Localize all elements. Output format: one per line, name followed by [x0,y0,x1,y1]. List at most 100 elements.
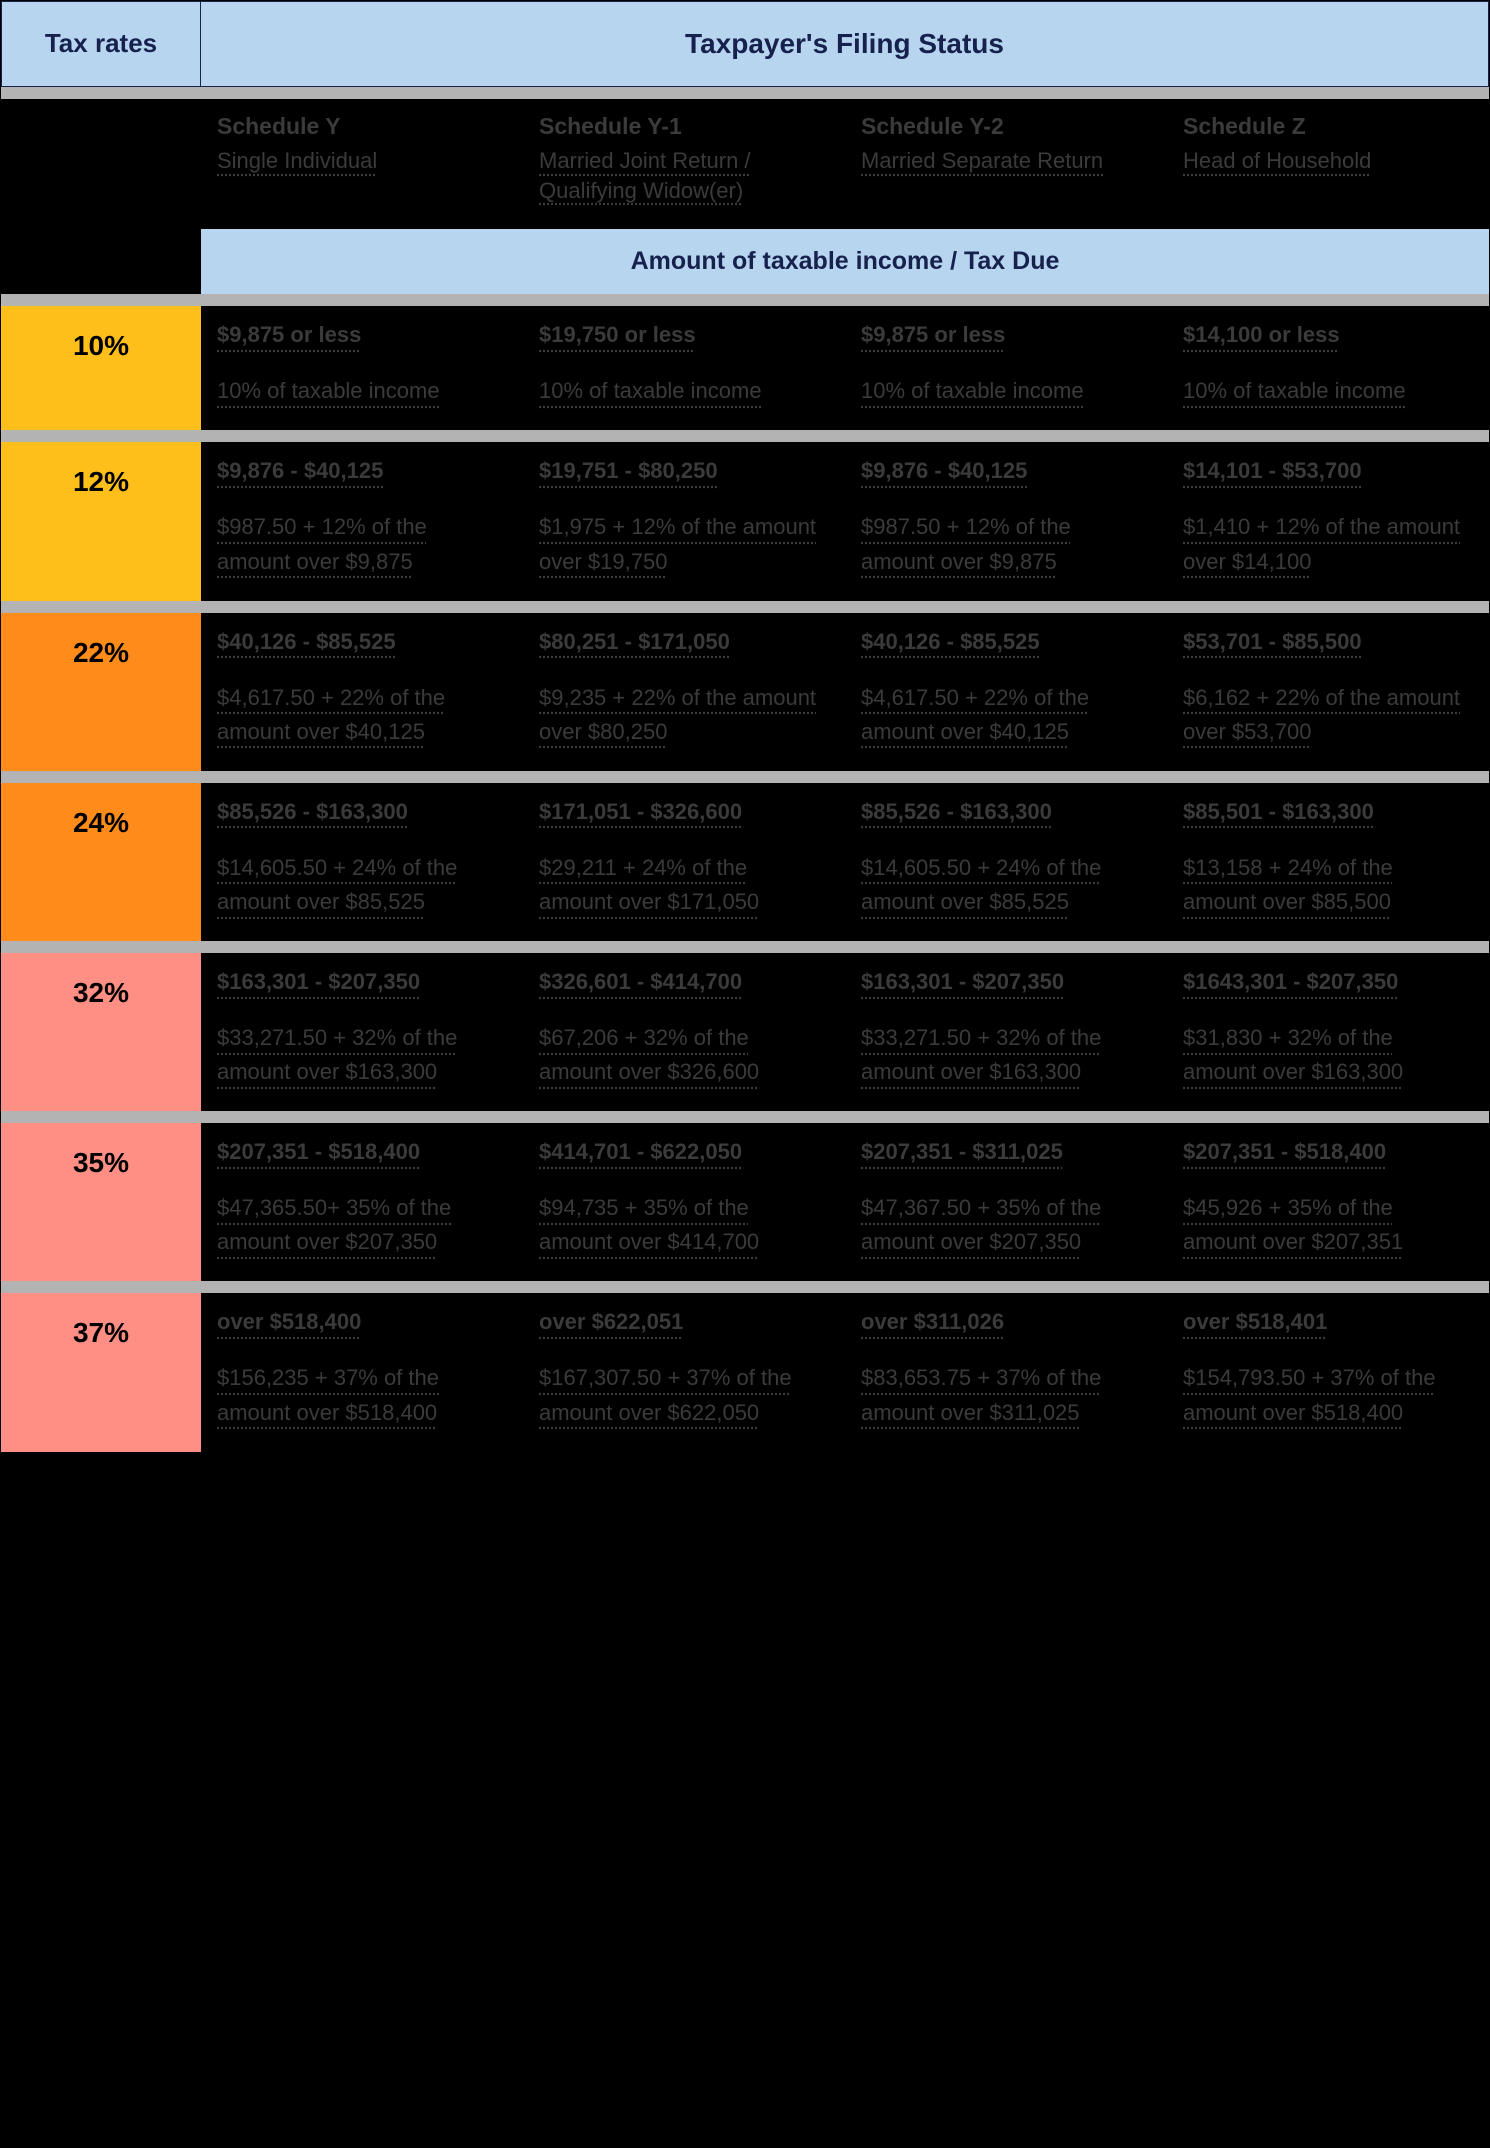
rate-data-cells: $9,876 - $40,125 $987.50 + 12% of the amo… [201,442,1489,600]
schedule-title: Schedule Z [1183,113,1469,140]
schedule-cell: Schedule Y-2 Married Separate Return [845,99,1167,229]
rate-data-cells: over $518,400 $156,235 + 37% of the amoun… [201,1293,1489,1451]
rate-label-cell: 32% [1,953,201,1111]
rate-row: 32%$163,301 - $207,350$33,271.50 + 32% o… [1,941,1489,1111]
income-range: $207,351 - $518,400 [1183,1139,1386,1165]
tax-formula: 10% of taxable income [861,374,1147,408]
income-range: $207,351 - $311,025 [861,1139,1063,1165]
tax-formula: $987.50 + 12% of the amount over $9,875 [861,510,1147,578]
income-range: $19,750 or less [539,322,696,348]
data-cell: $1643,301 - $207,350 $31,830 + 32% of the… [1167,953,1489,1111]
rate-row: 22% $40,126 - $85,525 $4,617.50 + 22% of t… [1,601,1489,771]
data-cell: $9,876 - $40,125 $987.50 + 12% of the amo… [845,442,1167,600]
schedule-subtitle: Married Separate Return [861,146,1147,176]
data-cell: $9,875 or less10% of taxable income [845,306,1167,430]
income-range: $80,251 - $171,050 [539,629,730,655]
tax-formula: $156,235 + 37% of the amount over $518,4… [217,1361,503,1429]
subheader-row: Amount of taxable income / Tax Due [1,229,1489,294]
rate-label: 12% [1,442,201,600]
income-range: $326,601 - $414,700 [539,969,742,995]
income-range: $163,301 - $207,350 [217,969,420,995]
schedule-subtitle: Head of Household [1183,146,1469,176]
income-range: over $622,051 [539,1309,683,1335]
tax-formula: 10% of taxable income [217,374,503,408]
header-row: Tax rates Taxpayer's Filing Status [1,1,1489,87]
rate-label: 24% [1,783,201,941]
income-range: $53,701 - $85,500 [1183,629,1362,655]
data-cell: over $311,026 $83,653.75 + 37% of the amo… [845,1293,1167,1451]
data-cell: $414,701 - $622,050$94,735 + 35% of the … [523,1123,845,1281]
rate-row: 24%$85,526 - $163,300$14,605.50 + 24% of… [1,771,1489,941]
income-range: over $518,400 [217,1309,361,1335]
tax-formula: $1,975 + 12% of the amount over $19,750 [539,510,825,578]
data-cell: $207,351 - $518,400 $45,926 + 35% of the … [1167,1123,1489,1281]
data-cell: $14,101 - $53,700$1,410 + 12% of the amo… [1167,442,1489,600]
tax-formula: $29,211 + 24% of the amount over $171,05… [539,851,825,919]
schedule-cell: Schedule Y Single Individual [201,99,523,229]
income-range: over $518,401 [1183,1309,1327,1335]
data-cell: $85,526 - $163,300$14,605.50 + 24% of th… [201,783,523,941]
schedule-subtitle: Married Joint Return / Qualifying Widow(… [539,146,825,205]
rate-row: 12% $9,876 - $40,125 $987.50 + 12% of the … [1,430,1489,600]
data-cell: $326,601 - $414,700$67,206 + 32% of the … [523,953,845,1111]
tax-formula: 10% of taxable income [1183,374,1469,408]
data-cell: $19,751 - $80,250$1,975 + 12% of the amo… [523,442,845,600]
income-range: $1643,301 - $207,350 [1183,969,1398,995]
schedule-left-blank [1,99,201,229]
income-range: $85,526 - $163,300 [217,799,408,825]
income-range: $207,351 - $518,400 [217,1139,420,1165]
rate-label-cell: 10% [1,306,201,430]
income-range: $9,876 - $40,125 [217,458,383,484]
rate-label-cell: 22% [1,613,201,771]
data-cell: $85,501 - $163,300$13,158 + 24% of the a… [1167,783,1489,941]
rate-label-cell: 12% [1,442,201,600]
data-cell: $9,876 - $40,125$987.50 + 12% of the amo… [201,442,523,600]
rate-label: 10% [1,306,201,430]
schedule-title: Schedule Y-2 [861,113,1147,140]
income-range: $9,876 - $40,125 [861,458,1027,484]
rate-label-cell: 35% [1,1123,201,1281]
income-range: $14,101 - $53,700 [1183,458,1362,484]
tax-formula: $154,793.50 + 37% of the amount over $51… [1183,1361,1469,1429]
tax-formula: $45,926 + 35% of the amount over $207,35… [1183,1191,1469,1259]
data-cell: $163,301 - $207,350$33,271.50 + 32% of t… [845,953,1167,1111]
data-cell: $9,875 or less10% of taxable income [201,306,523,430]
tax-formula: $47,367.50 + 35% of the amount over $207… [861,1191,1147,1259]
rate-label-cell: 24% [1,783,201,941]
tax-formula: $4,617.50 + 22% of the amount over $40,1… [217,681,503,749]
data-cell: $85,526 - $163,300$14,605.50 + 24% of th… [845,783,1167,941]
data-cell: $80,251 - $171,050$9,235 + 22% of the am… [523,613,845,771]
income-range: $163,301 - $207,350 [861,969,1064,995]
tax-formula: $13,158 + 24% of the amount over $85,500 [1183,851,1469,919]
header-filing-status: Taxpayer's Filing Status [201,1,1489,87]
tax-formula: $83,653.75 + 37% of the amount over $311… [861,1361,1147,1429]
tax-formula: $167,307.50 + 37% of the amount over $62… [539,1361,825,1429]
data-cell: over $518,401 $154,793.50 + 37% of the am… [1167,1293,1489,1451]
schedule-cell: Schedule Z Head of Household [1167,99,1489,229]
schedule-cell: Schedule Y-1Married Joint Return / Quali… [523,99,845,229]
rate-data-cells: $163,301 - $207,350$33,271.50 + 32% of t… [201,953,1489,1111]
tax-formula: $31,830 + 32% of the amount over $163,30… [1183,1021,1469,1089]
data-cell: $171,051 - $326,600 $29,211 + 24% of the … [523,783,845,941]
income-range: $14,100 or less [1183,322,1340,348]
data-cell: $207,351 - $311,025 $47,367.50 + 35% of t… [845,1123,1167,1281]
data-cell: $19,750 or less10% of taxable income [523,306,845,430]
rate-row: 37% over $518,400 $156,235 + 37% of the am… [1,1281,1489,1451]
tax-formula: $47,365.50+ 35% of the amount over $207,… [217,1191,503,1259]
data-cell: $40,126 - $85,525$4,617.50 + 22% of the … [845,613,1167,771]
income-range: $171,051 - $326,600 [539,799,742,825]
income-range: $85,526 - $163,300 [861,799,1052,825]
rate-label: 32% [1,953,201,1111]
schedule-subtitle: Single Individual [217,146,503,176]
rate-label: 22% [1,613,201,771]
data-cell: $40,126 - $85,525$4,617.50 + 22% of the … [201,613,523,771]
income-range: $40,126 - $85,525 [861,629,1040,655]
schedule-title: Schedule Y [217,113,503,140]
rate-label: 37% [1,1293,201,1451]
income-range: over $311,026 [861,1309,1004,1335]
data-cell: $53,701 - $85,500$6,162 + 22% of the amo… [1167,613,1489,771]
income-range: $414,701 - $622,050 [539,1139,742,1165]
data-cell: over $518,400 $156,235 + 37% of the amoun… [201,1293,523,1451]
data-cell: $163,301 - $207,350$33,271.50 + 32% of t… [201,953,523,1111]
rate-data-cells: $40,126 - $85,525 $4,617.50 + 22% of the … [201,613,1489,771]
